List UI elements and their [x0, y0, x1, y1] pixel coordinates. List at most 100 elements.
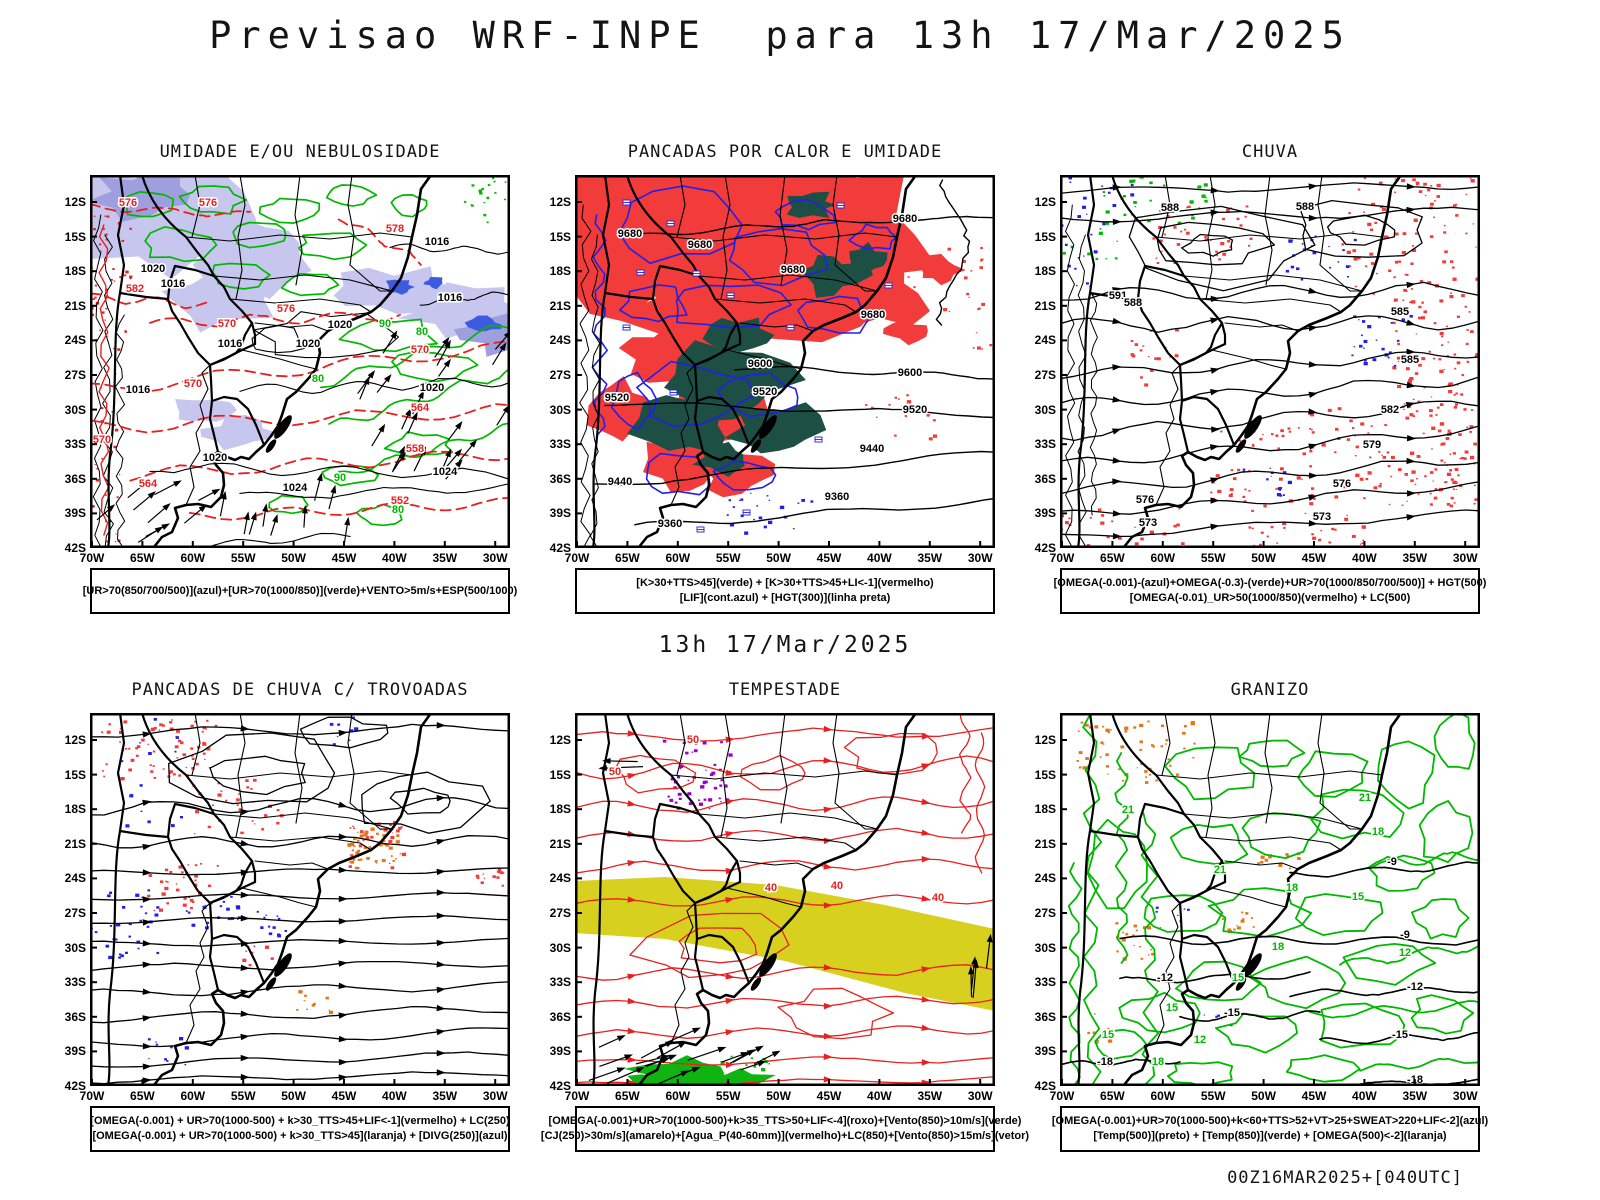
contour-label: 18	[1272, 941, 1284, 953]
page-title: Previsao WRF-INPE para 13h 17/Mar/2025	[209, 14, 1351, 57]
panel-title: TEMPESTADE	[728, 680, 842, 700]
contour-label: 9440	[608, 476, 632, 488]
contour-label: 9520	[605, 392, 629, 404]
contour-label: 15	[1102, 1029, 1114, 1041]
base-map-layer	[1076, 175, 1403, 548]
contour-label: 15	[1166, 1002, 1178, 1014]
panel-granizo: GRANIZO-9-9-12-12-15-15-18-1821182121181…	[1024, 680, 1488, 1152]
contour-label: 591	[1109, 290, 1127, 302]
lon-tick-label: 50W	[1251, 1089, 1276, 1103]
contour-label: 570	[218, 318, 236, 330]
lat-tick-label: 42S	[549, 541, 571, 555]
lon-tick-label: 30W	[1452, 551, 1478, 565]
lat-tick-label: 27S	[64, 906, 86, 920]
map-layers: 9680 9680 9680 9680 9680 9600 9600 9520 9520 9520…	[575, 175, 995, 548]
weather-map-area: 50 40 40 40 50 12S 15S 18S 21S 24S 27S 30S 33S 36S 39S…	[550, 713, 995, 1103]
contour-label: 585	[1391, 306, 1409, 318]
contour-label: 558	[406, 443, 424, 455]
speckle-layer	[726, 246, 995, 535]
contour-label: 9680	[861, 309, 885, 321]
lon-tick-label: 60W	[180, 551, 206, 565]
lat-tick-label: 18S	[1034, 802, 1056, 817]
legend-caption-line: [OMEGA(-0.01)_UR>50(1000/850)(vermelho) …	[1129, 592, 1411, 604]
lat-tick-label: 18S	[64, 802, 86, 817]
fill-layer	[575, 877, 995, 1086]
lat-tick-label: 30S	[549, 940, 571, 955]
lon-tick-label: 55W	[715, 1089, 741, 1103]
legend-caption-box: [OMEGA(-0.001)-(azul)+OMEGA(-0.3)-(verde…	[1054, 568, 1486, 614]
contour-label: 40	[831, 880, 843, 892]
lat-tick-label: 27S	[549, 368, 571, 382]
map-layers	[90, 713, 510, 1086]
base-map-layer	[1076, 713, 1403, 1086]
lat-tick-label: 15S	[64, 767, 86, 782]
contour-label: 1016	[161, 278, 185, 290]
lon-tick-label: 65W	[130, 1089, 155, 1103]
contour-label: 579	[1363, 439, 1381, 451]
lon-tick-label: 40W	[1352, 1089, 1377, 1103]
panel-chuva: CHUVA 588 591 588 585 585 582 579 576 573 576 573 58…	[1024, 142, 1486, 614]
contour-label: 9600	[898, 367, 922, 379]
legend-caption-line: [UR>70(850/700/500)](azul)+[UR>70(1000/8…	[82, 584, 518, 597]
lon-tick-label: 60W	[180, 1089, 206, 1103]
contour-label: 588	[1161, 202, 1179, 214]
legend-caption-box: [UR>70(850/700/500)](azul)+[UR>70(1000/8…	[83, 568, 517, 614]
contour-label: 573	[1139, 517, 1157, 529]
lat-tick-label: 33S	[549, 975, 571, 990]
lat-tick-label: 39S	[549, 506, 571, 521]
contour-label: 552	[391, 495, 409, 507]
lon-tick-label: 30W	[1452, 1089, 1478, 1103]
map-frame	[1060, 175, 1480, 548]
lon-tick-label: 50W	[281, 1089, 306, 1103]
lat-tick-label: 42S	[64, 541, 86, 555]
contour-label: 576	[199, 197, 217, 209]
lat-tick-label: 15S	[1034, 229, 1056, 244]
contour-label: 12	[1194, 1034, 1206, 1046]
weather-map-svg: 576 5765785825765705705705645705585645521…	[90, 175, 510, 548]
contour-label: 18	[1286, 882, 1298, 894]
legend-caption-line: [Temp(500)](preto) + [Temp(850)](verde) …	[1093, 1130, 1447, 1142]
lat-tick-label: 33S	[1034, 975, 1056, 990]
weather-map-svg: 50 40 40 40 50	[575, 713, 995, 1086]
lon-tick-label: 65W	[1100, 1089, 1125, 1103]
lon-tick-label: 65W	[1100, 551, 1125, 565]
lon-tick-label: 55W	[715, 551, 741, 565]
panel-trovoadas: PANCADAS DE CHUVA C/ TROVOADAS 12S 15S 18S 2…	[54, 680, 512, 1152]
contour-layer	[579, 179, 995, 548]
lat-tick-label: 24S	[1034, 871, 1056, 886]
contour-label: 50	[609, 766, 621, 778]
lat-tick-label: 27S	[1034, 368, 1056, 382]
lon-tick-label: 35W	[432, 551, 458, 565]
contour-label: 90	[334, 472, 346, 484]
lon-tick-label: 50W	[281, 551, 306, 565]
lat-tick-label: 12S	[549, 733, 571, 747]
contour-label: 573	[1313, 511, 1331, 523]
contour-label: 570	[411, 344, 429, 356]
panel-pancadas-calor: PANCADAS POR CALOR E UMIDADE 9680 9680 9680…	[539, 142, 997, 614]
base-map-layer	[591, 713, 918, 1086]
contour-label: 9680	[781, 264, 805, 276]
lat-tick-label: 15S	[549, 229, 571, 244]
contour-label: 9680	[618, 228, 642, 240]
lat-tick-label: 27S	[549, 906, 571, 920]
lon-tick-label: 45W	[331, 551, 357, 565]
base-map-layer	[106, 713, 433, 1086]
contour-label: 9600	[748, 358, 772, 370]
lon-tick-label: 45W	[1301, 551, 1327, 565]
legend-caption-box: [OMEGA(-0.001)+UR>70(1000-500)+k>35_TTS>…	[541, 1106, 1029, 1152]
lat-tick-label: 18S	[64, 264, 86, 279]
lon-tick-label: 60W	[1150, 1089, 1176, 1103]
lat-tick-label: 33S	[549, 437, 571, 452]
lat-tick-label: 12S	[549, 195, 571, 209]
lat-tick-label: 36S	[64, 1009, 86, 1024]
lat-tick-label: 33S	[64, 975, 86, 990]
lon-tick-label: 50W	[1251, 551, 1276, 565]
lat-tick-label: 36S	[549, 1009, 571, 1024]
lon-tick-label: 65W	[615, 1089, 640, 1103]
wind-arrow-layer	[622, 199, 893, 533]
weather-map-area: 588 591 588 585 585 582 579 576 573 576 573 588 12S 1…	[1035, 175, 1480, 565]
contour-label: 1020	[296, 338, 320, 350]
lon-tick-label: 30W	[482, 1089, 508, 1103]
weather-map-area: -9-9-12-12-15-15-18-18211821211815181215…	[1035, 713, 1480, 1103]
map-frame	[575, 713, 995, 1086]
